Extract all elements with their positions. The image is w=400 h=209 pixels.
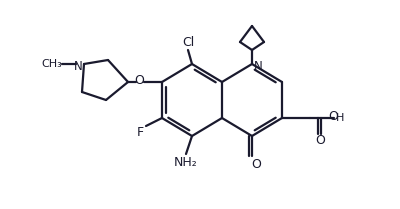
- Text: O: O: [251, 158, 261, 171]
- Text: CH₃: CH₃: [42, 59, 62, 69]
- Text: N: N: [74, 60, 82, 73]
- Text: H: H: [336, 113, 344, 123]
- Text: O: O: [328, 111, 338, 124]
- Text: N: N: [254, 60, 262, 73]
- Text: NH₂: NH₂: [174, 157, 198, 169]
- Text: O: O: [315, 135, 325, 148]
- Text: O: O: [134, 74, 144, 88]
- Text: Cl: Cl: [182, 36, 194, 48]
- Text: F: F: [136, 125, 144, 139]
